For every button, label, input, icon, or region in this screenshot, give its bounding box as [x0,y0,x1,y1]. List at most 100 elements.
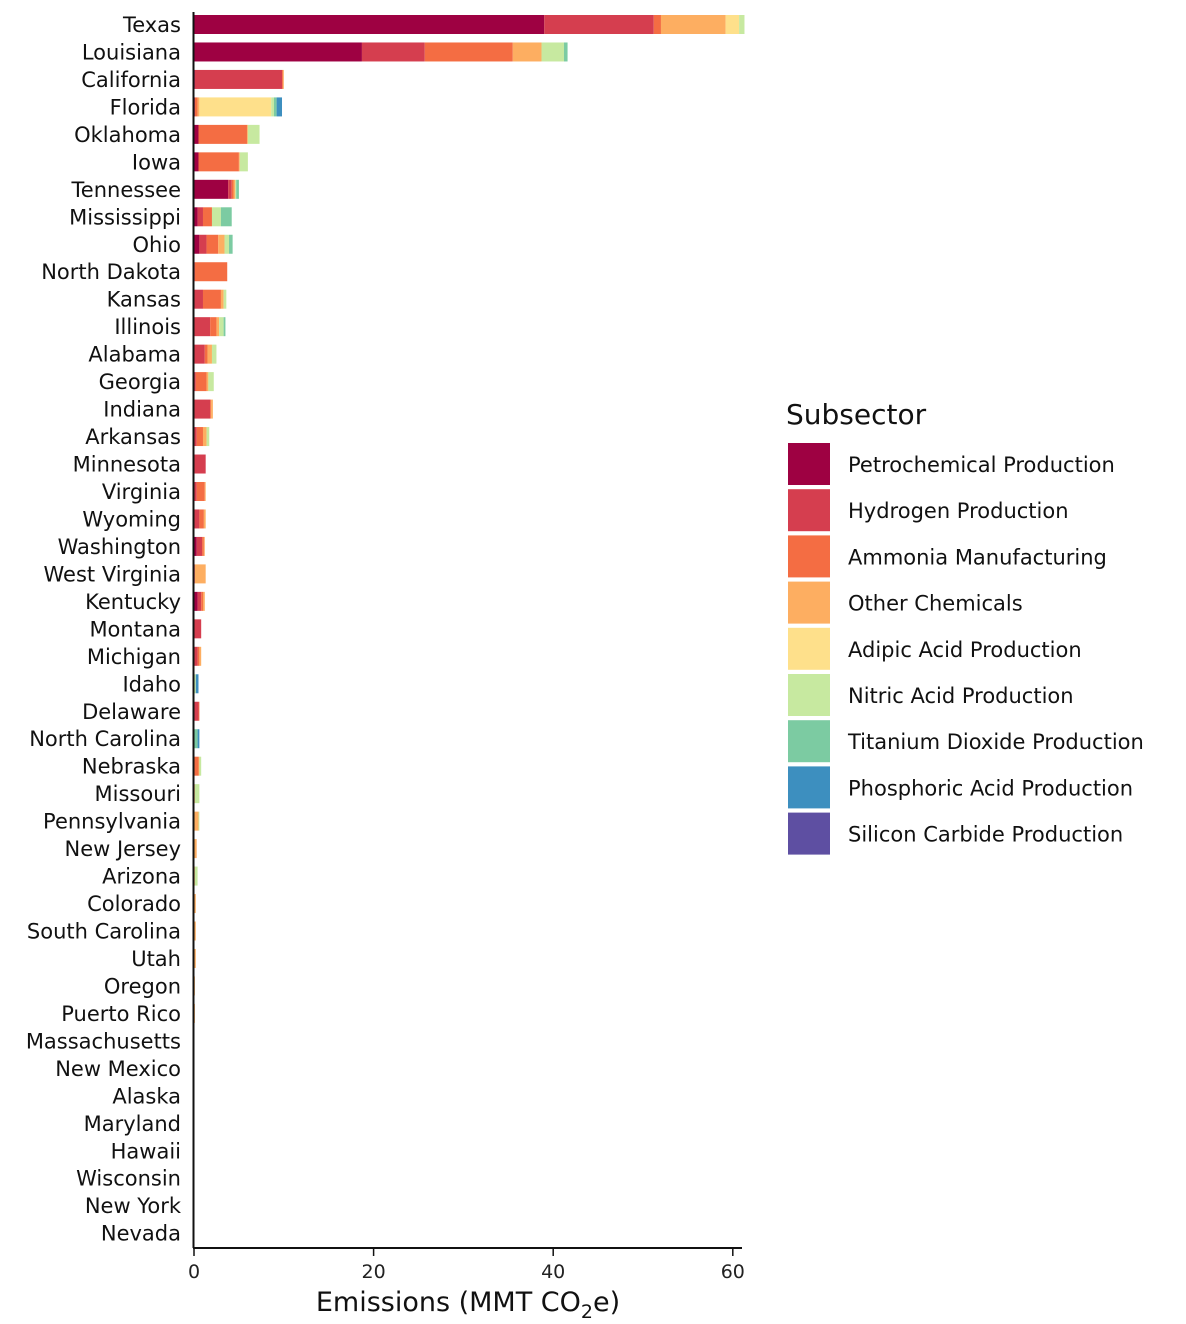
category-label-wyoming: Wyoming [82,507,181,531]
bar-segment-arkansas-ammonia-manufacturing [197,427,203,446]
bar-segment-alabama-other-chemicals [207,345,211,364]
bar-segment-pennsylvania-nitric-acid-production [198,812,199,831]
legend-swatch-silicon-carbide-production [788,813,830,855]
legend-label-silicon-carbide-production: Silicon Carbide Production [848,823,1123,847]
bar-segment-louisiana-petrochemical-production [194,42,362,61]
bar-segment-texas-adipic-acid-production [726,15,739,34]
bar-segment-washington-ammonia-manufacturing [202,537,204,556]
bar-segment-iowa-ammonia-manufacturing [198,152,238,171]
bar-segment-nebraska-nitric-acid-production [199,757,201,776]
bar-segment-georgia-other-chemicals [207,372,209,391]
bar-segment-texas-other-chemicals [661,15,726,34]
bar-segment-alabama-nitric-acid-production [212,345,216,364]
bar-segment-idaho-phosphoric-acid-production [196,674,199,693]
category-label-north-carolina: North Carolina [29,727,181,751]
category-label-colorado: Colorado [87,892,181,916]
bar-segment-indiana-ammonia-manufacturing [210,400,211,419]
bar-segment-georgia-nitric-acid-production [208,372,213,391]
bar-segment-wyoming-hydrogen-production [194,509,199,528]
legend-label-titanium-dioxide-production: Titanium Dioxide Production [847,730,1144,754]
bars-group [194,15,744,1243]
x-tick-label-60: 60 [721,1261,745,1283]
bar-segment-alabama-hydrogen-production [194,345,205,364]
category-label-oklahoma: Oklahoma [74,123,181,147]
bar-segment-louisiana-titanium-dioxide-production [564,42,568,61]
bar-segment-ohio-nitric-acid-production [225,235,229,254]
legend-swatch-other-chemicals [788,582,830,624]
category-label-arkansas: Arkansas [85,425,181,449]
bar-segment-ohio-hydrogen-production [199,235,206,254]
bar-segment-ohio-ammonia-manufacturing [207,235,219,254]
bar-segment-oklahoma-petrochemical-production [194,125,198,144]
x-tick-label-40: 40 [541,1261,565,1283]
category-label-kansas: Kansas [107,288,181,312]
bar-segment-california-other-chemicals [283,70,284,89]
x-axis-title-suffix: e) [593,1287,620,1318]
x-axis-title-main: Emissions (MMT CO [316,1287,581,1318]
bar-segment-illinois-nitric-acid-production [219,317,223,336]
bar-segment-louisiana-ammonia-manufacturing [425,42,513,61]
category-label-louisiana: Louisiana [82,40,181,64]
category-label-delaware: Delaware [82,700,181,724]
category-label-oregon: Oregon [104,974,181,998]
category-label-michigan: Michigan [87,645,181,669]
bar-segment-north-carolina-titanium-dioxide-production [194,729,198,748]
bar-segment-pennsylvania-other-chemicals [194,812,198,831]
bar-segment-ohio-petrochemical-production [194,235,199,254]
bar-segment-kentucky-hydrogen-production [198,592,202,611]
legend-label-hydrogen-production: Hydrogen Production [848,499,1069,523]
category-label-south-carolina: South Carolina [27,920,181,944]
bar-segment-florida-other-chemicals [198,97,200,116]
bar-segment-missouri-nitric-acid-production [195,784,199,803]
bar-segment-florida-phosphoric-acid-production [277,97,282,116]
bar-segment-washington-hydrogen-production [197,537,202,556]
bar-segment-nebraska-ammonia-manufacturing [194,757,198,776]
bar-segment-mississippi-nitric-acid-production [212,207,221,226]
x-ticks-group: 0 20 40 60 [188,1248,745,1283]
bar-segment-louisiana-nitric-acid-production [542,42,564,61]
bar-segment-illinois-ammonia-manufacturing [210,317,216,336]
bar-segment-tennessee-titanium-dioxide-production [236,180,239,199]
category-label-mississippi: Mississippi [69,205,181,229]
bar-segment-tennessee-nitric-acid-production [235,180,236,199]
category-label-illinois: Illinois [114,315,181,339]
bar-segment-kansas-nitric-acid-production [224,290,227,309]
category-label-utah: Utah [131,947,181,971]
category-label-ohio: Ohio [132,233,181,257]
bar-segment-iowa-other-chemicals [239,152,240,171]
bar-segment-tennessee-ammonia-manufacturing [232,180,234,199]
bar-segment-louisiana-hydrogen-production [362,42,425,61]
bar-segment-indiana-hydrogen-production [194,400,210,419]
x-tick-label-0: 0 [188,1261,200,1283]
bar-segment-mississippi-hydrogen-production [198,207,203,226]
legend-swatch-ammonia-manufacturing [788,535,830,577]
category-label-indiana: Indiana [103,398,181,422]
category-label-georgia: Georgia [99,370,181,394]
bar-segment-kentucky-ammonia-manufacturing [201,592,203,611]
bar-segment-california-ammonia-manufacturing [282,70,283,89]
bar-segment-montana-hydrogen-production [194,619,201,638]
category-label-minnesota: Minnesota [73,453,181,477]
bar-segment-wyoming-other-chemicals [204,509,206,528]
bar-segment-indiana-other-chemicals [211,400,213,419]
legend-swatch-nitric-acid-production [788,674,830,716]
category-label-iowa: Iowa [132,150,181,174]
category-label-washington: Washington [58,535,181,559]
legend-label-adipic-acid-production: Adipic Acid Production [848,638,1082,662]
axes-group [193,12,742,1248]
category-label-montana: Montana [89,617,181,641]
legend-label-nitric-acid-production: Nitric Acid Production [848,684,1074,708]
legend-swatch-petrochemical-production [788,443,830,485]
category-label-wisconsin: Wisconsin [76,1167,181,1191]
bar-segment-west-virginia-other-chemicals [195,564,206,583]
category-label-new-jersey: New Jersey [64,837,181,861]
legend-label-phosphoric-acid-production: Phosphoric Acid Production [848,776,1133,800]
category-label-new-mexico: New Mexico [55,1057,181,1081]
legend-swatch-titanium-dioxide-production [788,720,830,762]
legend: Subsector Petrochemical ProductionHydrog… [786,398,1144,855]
bar-segment-texas-nitric-acid-production [739,15,744,34]
bar-segment-oklahoma-other-chemicals [247,125,248,144]
x-tick-label-20: 20 [362,1261,386,1283]
